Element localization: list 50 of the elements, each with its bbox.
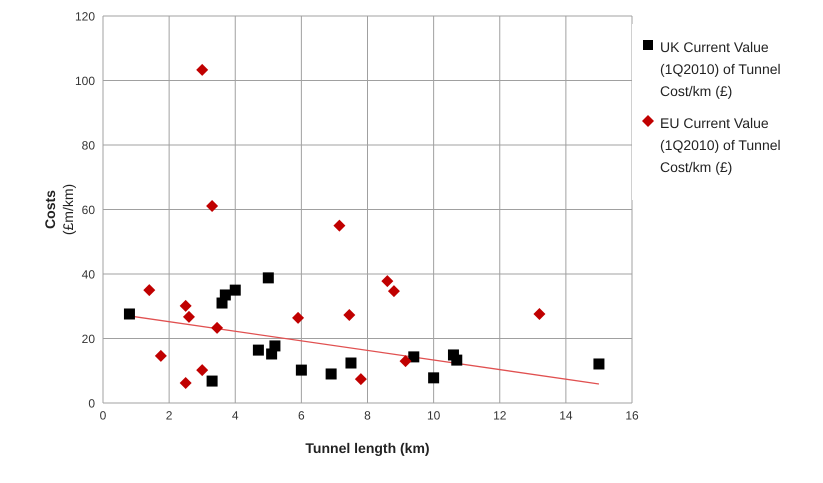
x-tick-label: 12 bbox=[493, 408, 507, 423]
point bbox=[381, 275, 394, 288]
point bbox=[343, 308, 356, 321]
point bbox=[593, 358, 604, 370]
point bbox=[326, 368, 337, 380]
x-tick-label: 2 bbox=[166, 408, 173, 423]
point bbox=[269, 340, 280, 352]
point bbox=[292, 312, 304, 324]
point bbox=[182, 310, 195, 323]
point bbox=[388, 285, 400, 298]
y-tick-label: 120 bbox=[74, 9, 96, 24]
point bbox=[345, 358, 356, 369]
y-tick-label: 100 bbox=[74, 74, 96, 88]
legend-label: EU Current Value (1Q2010) of Tunnel Cost/km (£) bbox=[660, 114, 782, 177]
x-tick-label: 4 bbox=[232, 408, 239, 423]
x-tick-label: 14 bbox=[559, 408, 573, 423]
point bbox=[262, 272, 274, 284]
point bbox=[296, 364, 307, 376]
point bbox=[252, 344, 264, 356]
point bbox=[354, 373, 367, 386]
x-tick-label: 8 bbox=[364, 408, 372, 423]
point bbox=[230, 284, 241, 296]
y-tick-label: 80 bbox=[82, 138, 96, 152]
x-axis-title: Tunnel length (km) bbox=[305, 440, 430, 456]
x-tick-label: 10 bbox=[426, 408, 441, 423]
point bbox=[428, 372, 440, 384]
point bbox=[533, 308, 546, 320]
x-tick-label: 6 bbox=[298, 408, 306, 423]
x-tick-label: 16 bbox=[625, 408, 639, 423]
point bbox=[451, 354, 462, 366]
legend-label: UK Current Value (1Q2010) of Tunnel Cost/km (£) bbox=[660, 38, 782, 101]
point bbox=[400, 355, 412, 368]
point bbox=[143, 284, 156, 296]
point bbox=[196, 364, 208, 376]
point bbox=[333, 220, 346, 232]
point bbox=[408, 351, 420, 362]
y-tick-label: 0 bbox=[88, 396, 96, 410]
x-tick-label: 0 bbox=[100, 408, 107, 423]
point bbox=[124, 308, 135, 320]
y-tick-label: 40 bbox=[82, 267, 96, 282]
point bbox=[206, 200, 218, 212]
point bbox=[211, 322, 224, 334]
y-axis-title: Costs (£m/km) bbox=[42, 184, 76, 236]
point bbox=[196, 64, 208, 76]
point bbox=[154, 350, 167, 362]
y-tick-label: 60 bbox=[82, 202, 96, 217]
y-tick-label: 20 bbox=[82, 332, 96, 346]
point bbox=[180, 377, 192, 390]
point bbox=[180, 300, 192, 312]
point bbox=[206, 376, 218, 387]
